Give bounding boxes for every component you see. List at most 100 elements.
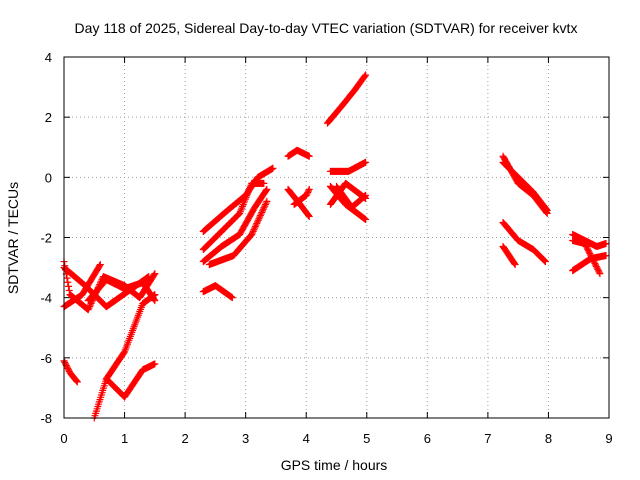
data-point [263, 185, 271, 193]
data-point [543, 206, 551, 214]
data-point [63, 274, 71, 282]
data-point [256, 213, 264, 221]
series-trace-12 [205, 197, 271, 269]
data-point [261, 201, 269, 209]
series-trace-24 [499, 243, 519, 269]
series-trace-26 [569, 252, 610, 275]
x-tick-label: 5 [363, 431, 370, 446]
data-point [255, 215, 263, 223]
data-point [151, 360, 159, 368]
data-point [361, 72, 369, 80]
x-tick-label: 1 [121, 431, 128, 446]
data-point [260, 179, 268, 187]
data-point [262, 186, 270, 194]
data-point [304, 211, 312, 219]
data-point [73, 378, 81, 386]
data-point [259, 207, 267, 215]
series-trace-8 [199, 282, 236, 302]
data-point [362, 215, 370, 223]
series-trace-6 [102, 360, 159, 401]
data-point [541, 257, 549, 265]
data-point [64, 278, 72, 286]
data-point [259, 205, 267, 213]
data-point [305, 152, 313, 160]
y-tick-label: 4 [45, 50, 52, 65]
data-point [248, 229, 256, 237]
data-point [251, 224, 259, 232]
y-axis-label: SDTVAR / TECUs [5, 182, 21, 294]
data-point [304, 187, 312, 195]
data-point [253, 218, 261, 226]
data-point [263, 197, 271, 205]
x-axis-label: GPS time / hours [281, 457, 388, 473]
series-trace-19 [326, 179, 370, 208]
series-trace-22 [499, 158, 551, 214]
x-tick-label: 0 [60, 431, 67, 446]
data-point [510, 260, 518, 268]
data-point [253, 219, 261, 227]
data-point [361, 192, 369, 200]
data-point [228, 294, 236, 302]
data-point [602, 240, 610, 248]
data-point [362, 191, 370, 199]
series-trace-7 [84, 276, 159, 305]
x-tick-label: 3 [242, 431, 249, 446]
data-point [269, 164, 277, 172]
data-point [61, 358, 69, 366]
data-point [305, 185, 313, 193]
data-point [65, 366, 73, 374]
data-point [596, 270, 604, 278]
data-point [303, 190, 311, 198]
series-trace-16 [323, 71, 370, 127]
x-tick-label: 4 [303, 431, 310, 446]
x-tick-label: 7 [484, 431, 491, 446]
series-trace-13 [284, 146, 313, 160]
data-point [258, 208, 266, 216]
data-point [151, 297, 159, 305]
series-trace-11 [199, 185, 271, 266]
data-point [249, 227, 257, 235]
series-trace-15 [290, 185, 313, 208]
data-point [254, 216, 262, 224]
data-point [65, 287, 73, 295]
data-point [150, 271, 158, 279]
data-point [62, 266, 70, 274]
data-point [252, 221, 260, 229]
data-point [360, 193, 368, 201]
data-point [61, 262, 69, 270]
y-tick-label: 2 [45, 110, 52, 125]
plot-frame [63, 56, 610, 419]
data-point [248, 230, 256, 238]
data-point [304, 188, 312, 196]
series-trace-17 [326, 158, 370, 175]
data-point [543, 205, 550, 213]
data-point [260, 204, 268, 212]
data-point [262, 199, 270, 207]
chart-title: Day 118 of 2025, Sidereal Day-to-day VTE… [75, 20, 578, 36]
axis-ticks: 0 1 2 3 4 5 6 7 8 9 -8 -6 -4 -2 0 2 4 [40, 50, 612, 446]
data-point [64, 364, 72, 372]
data-point [541, 258, 549, 266]
x-tick-label: 6 [424, 431, 431, 446]
data-point [305, 212, 313, 220]
data-point [65, 282, 73, 290]
data-point [257, 210, 265, 218]
series-trace-20 [333, 182, 370, 211]
data-points [60, 71, 610, 422]
data-point [250, 226, 258, 234]
data-point [73, 377, 81, 385]
data-point [150, 296, 158, 304]
data-point [62, 360, 70, 368]
series-trace-10 [199, 179, 268, 254]
x-tick-label: 8 [545, 431, 552, 446]
data-point [511, 261, 519, 269]
data-point [256, 212, 264, 220]
data-point [362, 71, 370, 79]
data-point [595, 268, 603, 276]
data-point [362, 158, 370, 166]
series-trace-2 [60, 264, 153, 311]
data-point [63, 363, 71, 371]
data-point [96, 261, 104, 269]
series-trace-14 [284, 185, 313, 220]
y-tick-label: -4 [40, 291, 52, 306]
